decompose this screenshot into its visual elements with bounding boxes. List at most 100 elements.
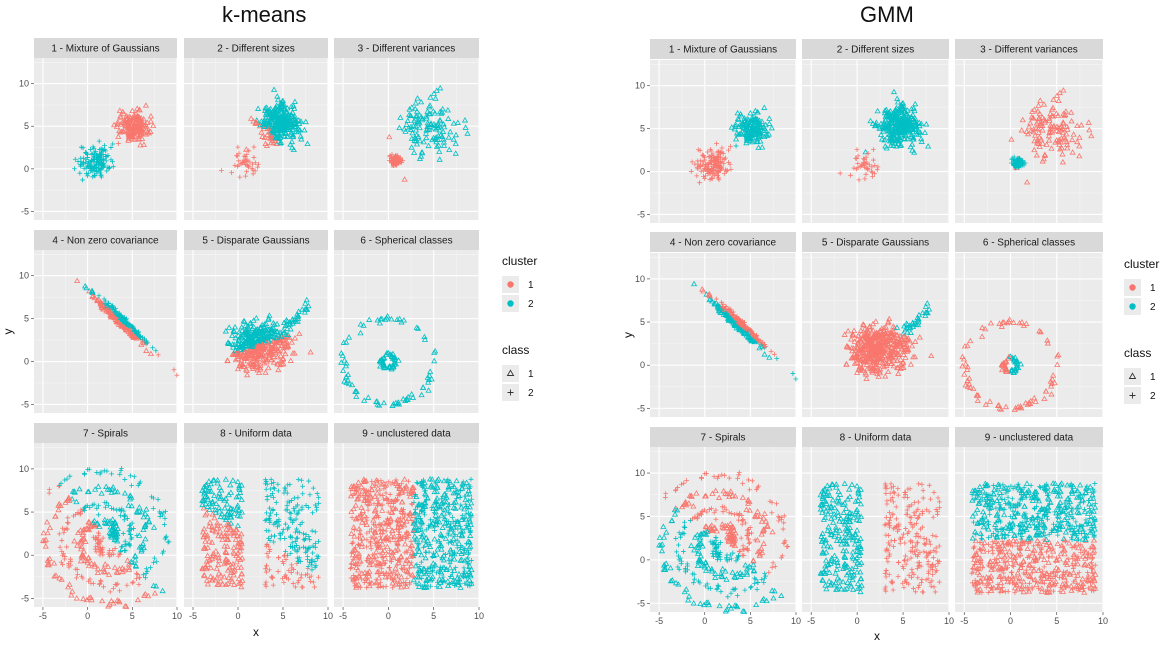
facet-strip-label: 2 - Different sizes: [217, 44, 295, 55]
data-points: [39, 465, 172, 609]
point-class1: [208, 488, 215, 494]
point-class1: [236, 484, 243, 491]
y-tick-label: -5: [637, 209, 645, 219]
point-class1: [152, 583, 160, 589]
y-tick-label: 10: [19, 271, 29, 281]
point-class1: [381, 364, 388, 371]
point-class1: [99, 597, 106, 604]
point-class2: [62, 477, 68, 483]
point-class1: [86, 594, 93, 601]
point-class1: [76, 485, 83, 492]
point-class2: [129, 483, 135, 488]
facet-strip: [34, 230, 177, 250]
point-class2: [269, 481, 274, 487]
point-class1: [80, 526, 87, 533]
point-class1: [206, 519, 214, 525]
facet-strip: [34, 38, 177, 58]
point-class1: [339, 352, 346, 358]
point-class1: [396, 124, 403, 131]
point-class2: [129, 580, 135, 586]
point-class2: [301, 544, 306, 550]
point-class1: [238, 570, 245, 576]
point-class2: [250, 171, 256, 177]
point-class1: [238, 482, 245, 488]
point-class1: [414, 325, 422, 331]
point-class2: [298, 575, 304, 581]
point-class2: [264, 551, 270, 557]
point-class2: [171, 367, 177, 373]
point-class2: [128, 473, 133, 479]
y-tick-label: 5: [640, 317, 645, 327]
point-class1: [115, 133, 122, 139]
x-tick-label: 0: [386, 611, 391, 621]
point-class1: [464, 130, 471, 136]
point-class2: [56, 483, 62, 489]
point-class1: [421, 333, 428, 340]
point-class2: [126, 528, 132, 534]
point-class1: [238, 544, 245, 551]
point-class2: [85, 152, 90, 158]
point-class1: [431, 357, 438, 364]
point-class2: [295, 580, 301, 586]
point-class2: [244, 158, 250, 164]
point-class1: [200, 504, 207, 511]
point-class2: [103, 504, 108, 510]
point-class1: [253, 346, 261, 352]
point-class2: [310, 579, 316, 585]
point-class2: [97, 471, 103, 477]
point-class1: [141, 592, 148, 598]
point-class1: [113, 568, 120, 575]
point-class1: [77, 557, 84, 564]
point-class1: [235, 575, 242, 582]
point-class2: [100, 535, 106, 541]
point-class1: [120, 128, 127, 135]
point-class1: [81, 282, 89, 289]
point-class1: [286, 318, 293, 325]
point-class1: [90, 519, 97, 525]
point-class1: [412, 126, 420, 133]
point-class1: [110, 520, 118, 526]
point-class2: [94, 505, 100, 511]
point-class1: [425, 110, 433, 116]
point-class1: [395, 401, 403, 407]
point-class1: [285, 120, 292, 126]
point-class2: [267, 513, 273, 519]
panel-background: [955, 60, 1103, 223]
point-class1: [280, 347, 287, 354]
point-class2: [61, 530, 67, 536]
point-class1: [409, 394, 417, 400]
point-class1: [283, 108, 290, 114]
point-class2: [265, 554, 271, 560]
point-class1: [199, 565, 207, 572]
point-class1: [73, 498, 80, 505]
point-class1: [223, 521, 230, 527]
point-class2: [92, 173, 98, 179]
panel-background: [34, 250, 177, 413]
point-class1: [206, 538, 213, 544]
point-class2: [238, 161, 244, 167]
point-class2: [110, 305, 116, 311]
point-class1: [297, 133, 304, 139]
facet-strip: [34, 423, 177, 443]
point-class1: [257, 343, 264, 349]
point-class1: [215, 581, 222, 587]
point-class1: [268, 329, 275, 335]
point-class2: [92, 546, 98, 552]
point-class2: [81, 470, 87, 476]
point-class1: [42, 536, 50, 543]
point-class2: [263, 481, 268, 487]
point-class1: [107, 530, 114, 536]
point-class2: [64, 476, 70, 482]
point-class1: [111, 564, 119, 570]
point-class1: [435, 142, 442, 148]
point-class1: [125, 502, 132, 508]
point-class2: [162, 536, 168, 542]
point-class1: [273, 320, 281, 327]
point-class1: [278, 116, 285, 122]
point-class2: [87, 505, 93, 511]
point-class1: [132, 557, 139, 563]
point-class2: [106, 551, 112, 557]
point-class2: [131, 526, 136, 531]
point-class2: [251, 144, 257, 150]
